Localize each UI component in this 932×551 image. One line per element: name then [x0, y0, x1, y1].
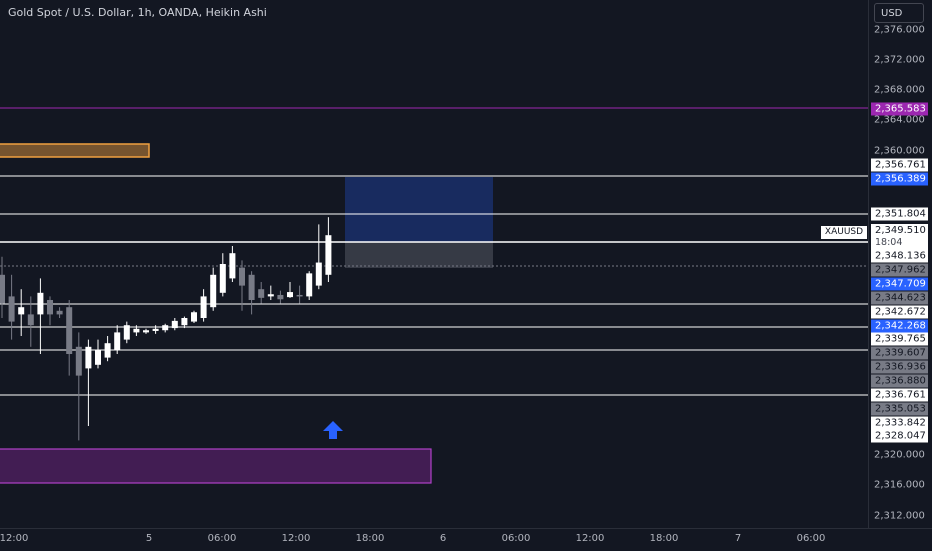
- time-axis-label: 12:00: [0, 533, 29, 544]
- last-price-label: 2,349.510 18:04: [871, 224, 928, 250]
- candle[interactable]: [210, 274, 217, 308]
- price-line-label: 2,356.761: [871, 158, 928, 172]
- candle[interactable]: [219, 264, 226, 293]
- candle[interactable]: [315, 262, 322, 286]
- time-axis-label: 5: [145, 533, 153, 544]
- candle[interactable]: [114, 332, 121, 351]
- up-arrow-icon[interactable]: [323, 421, 343, 439]
- time-axis-label: 12:00: [575, 533, 605, 544]
- candle[interactable]: [18, 307, 25, 315]
- price-line-label: 2,336.880: [871, 374, 928, 388]
- price-line-label: 2,347.709: [871, 277, 928, 291]
- price-line-label: 2,333.842: [871, 416, 928, 430]
- last-price-value: 2,349.510: [875, 225, 926, 236]
- price-line-label: 2,347.962: [871, 263, 928, 277]
- price-tick-label: 2,368.000: [874, 84, 925, 96]
- price-line-label: 2,344.623: [871, 291, 928, 305]
- candle[interactable]: [258, 289, 265, 298]
- candle[interactable]: [191, 312, 197, 322]
- stop-zone[interactable]: [345, 242, 493, 268]
- candle[interactable]: [143, 330, 149, 333]
- time-axis-label: 7: [734, 533, 742, 544]
- bar-countdown: 18:04: [875, 237, 903, 248]
- candle[interactable]: [152, 328, 159, 331]
- purple-zone[interactable]: [0, 448, 432, 484]
- candle[interactable]: [267, 294, 274, 297]
- candle[interactable]: [56, 310, 63, 315]
- candle[interactable]: [181, 318, 188, 326]
- time-axis[interactable]: [0, 528, 932, 551]
- candle[interactable]: [200, 296, 207, 318]
- candle[interactable]: [47, 300, 53, 315]
- price-line-label: 2,336.761: [871, 388, 928, 402]
- candle[interactable]: [95, 350, 101, 365]
- time-axis-label: 6: [439, 533, 447, 544]
- candle[interactable]: [123, 325, 130, 340]
- orange-zone[interactable]: [0, 143, 150, 158]
- price-line-label: 2,336.936: [871, 360, 928, 374]
- price-tick-label: 2,320.000: [874, 449, 925, 461]
- price-tick-label: 2,372.000: [874, 54, 925, 66]
- candle[interactable]: [296, 294, 303, 297]
- currency-button[interactable]: USD: [874, 3, 924, 23]
- chart-pane[interactable]: Gold Spot / U.S. Dollar, 1h, OANDA, Heik…: [0, 0, 868, 528]
- candle[interactable]: [133, 328, 140, 333]
- time-axis-label: 06:00: [501, 533, 531, 544]
- price-line-label: 2,328.047: [871, 429, 928, 443]
- time-axis-label: 12:00: [281, 533, 311, 544]
- price-tick-label: 2,360.000: [874, 145, 925, 157]
- price-line-label: 2,356.389: [871, 172, 928, 186]
- candle[interactable]: [75, 346, 82, 376]
- price-line-label: 2,335.053: [871, 402, 928, 416]
- candle[interactable]: [27, 314, 34, 326]
- candle-series: [0, 217, 332, 441]
- price-line-label: 2,339.765: [871, 332, 928, 346]
- candle[interactable]: [248, 274, 255, 300]
- time-axis-label: 06:00: [207, 533, 237, 544]
- candle[interactable]: [171, 320, 178, 329]
- chart-canvas[interactable]: [0, 0, 868, 528]
- price-line-label: 2,342.672: [871, 305, 928, 319]
- candle[interactable]: [277, 294, 284, 300]
- candle[interactable]: [85, 346, 92, 369]
- candle[interactable]: [37, 292, 44, 315]
- price-tick-label: 2,376.000: [874, 24, 925, 36]
- time-axis-label: 06:00: [796, 533, 826, 544]
- candle[interactable]: [8, 296, 15, 322]
- price-line-label: 2,351.804: [871, 207, 928, 221]
- candle[interactable]: [0, 274, 5, 304]
- price-line-label: 2,365.583: [871, 102, 928, 116]
- candle[interactable]: [66, 307, 73, 354]
- chart-title: Gold Spot / U.S. Dollar, 1h, OANDA, Heik…: [8, 6, 267, 19]
- price-line-label: 2,348.136: [871, 249, 928, 263]
- time-axis-label: 18:00: [355, 533, 385, 544]
- price-tick-label: 2,316.000: [874, 479, 925, 491]
- candle[interactable]: [325, 235, 332, 275]
- candle[interactable]: [104, 343, 111, 358]
- time-axis-label: 18:00: [649, 533, 679, 544]
- symbol-label: XAUUSD: [821, 226, 867, 239]
- price-tick-label: 2,312.000: [874, 510, 925, 522]
- candle[interactable]: [287, 292, 293, 298]
- candle[interactable]: [239, 267, 245, 286]
- candle[interactable]: [306, 273, 313, 297]
- candle[interactable]: [229, 253, 236, 279]
- price-line-label: 2,339.607: [871, 346, 928, 360]
- candle[interactable]: [162, 325, 169, 331]
- target-zone[interactable]: [345, 177, 493, 242]
- price-line-label: 2,342.268: [871, 319, 928, 333]
- price-tick-label: 2,364.000: [874, 114, 925, 126]
